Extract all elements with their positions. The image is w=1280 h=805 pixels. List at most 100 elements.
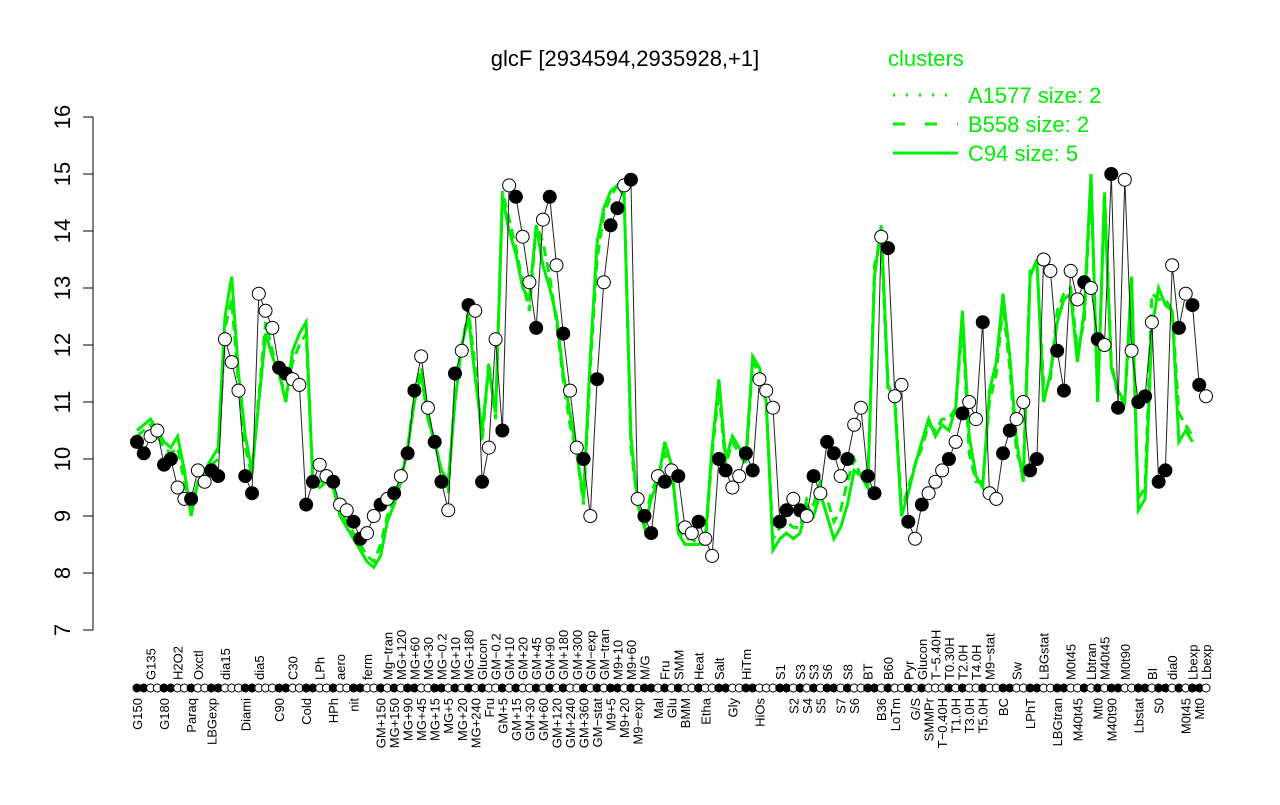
data-point xyxy=(765,400,780,415)
data-point xyxy=(238,469,253,484)
legend: clusters A1577 size: 2 B558 size: 2 C94 … xyxy=(888,46,1101,166)
data-point xyxy=(975,315,990,330)
data-point xyxy=(908,531,923,546)
data-point xyxy=(935,463,950,478)
x-tick-label: M9−stat xyxy=(982,633,997,680)
data-point xyxy=(163,452,178,466)
data-point xyxy=(1151,474,1166,489)
x-tick-label: T−0.40H xyxy=(935,698,950,748)
data-point xyxy=(265,320,280,335)
x-tick-label: Oxctl xyxy=(191,650,206,680)
data-point xyxy=(569,440,584,455)
x-tick-label: GM−tran xyxy=(597,629,612,680)
x-tick-label: Heat xyxy=(692,652,707,680)
x-tick-label: Fru xyxy=(658,661,673,681)
data-point xyxy=(1070,292,1085,307)
series-line-a1577 xyxy=(136,173,1207,557)
data-point xyxy=(1158,463,1173,478)
data-point xyxy=(698,531,713,546)
data-point xyxy=(360,526,375,541)
data-point xyxy=(948,434,963,449)
data-point xyxy=(921,486,936,501)
data-point xyxy=(786,491,801,506)
x-tick-label: S3 xyxy=(793,664,808,680)
x-tick-label: G180 xyxy=(157,698,172,730)
data-point xyxy=(475,474,490,489)
x-tick-label: GM+15 xyxy=(509,698,524,741)
x-tick-label: aero xyxy=(333,654,348,680)
x-tick-label: S6 xyxy=(847,698,862,714)
x-tick-label: Mt0 xyxy=(1091,698,1106,720)
data-point xyxy=(393,469,408,484)
data-point xyxy=(312,457,327,472)
data-point xyxy=(1178,286,1193,301)
data-point xyxy=(772,514,787,529)
x-tick-label: T2.0H xyxy=(955,645,970,680)
data-point xyxy=(1016,395,1031,409)
data-point xyxy=(468,303,483,318)
data-point xyxy=(590,372,605,387)
x-tick-label: S5 xyxy=(813,698,828,714)
data-point xyxy=(732,469,747,484)
data-point xyxy=(535,212,550,227)
x-tick-label: MG+60 xyxy=(407,637,422,680)
data-point xyxy=(989,491,1004,506)
data-point xyxy=(542,189,557,204)
data-point xyxy=(813,486,828,501)
x-tick-label: MG+120 xyxy=(394,630,409,680)
data-point xyxy=(231,383,246,398)
x-tick-label: H2O2 xyxy=(171,646,186,680)
data-point xyxy=(346,514,361,529)
x-tick-label: S1 xyxy=(773,664,788,680)
y-tick-label: 10 xyxy=(50,447,75,471)
data-point xyxy=(217,332,232,347)
data-point xyxy=(1056,383,1071,398)
chart-title: glcF [2934594,2935928,+1] xyxy=(491,46,760,71)
data-point xyxy=(725,480,740,495)
x-tick-label: GM+300 xyxy=(570,630,585,680)
y-tick-label: 16 xyxy=(50,105,75,129)
data-point xyxy=(326,474,341,489)
y-tick-label: 9 xyxy=(50,510,75,522)
data-point xyxy=(752,372,767,387)
x-tick-label: M9+20 xyxy=(617,698,632,738)
data-point xyxy=(928,474,943,489)
data-point xyxy=(691,514,706,529)
data-point xyxy=(258,303,273,318)
data-point xyxy=(495,423,510,438)
x-tick-label: GM+150 xyxy=(374,698,389,748)
x-tick-label: GM+360 xyxy=(577,698,592,748)
y-axis: 7 8 9 10 11 12 13 14 15 16 xyxy=(50,105,94,636)
x-tick-label: M/G xyxy=(637,655,652,680)
x-tick-label: GM−stat xyxy=(590,698,605,748)
x-tick-label: MG−0.2 xyxy=(434,633,449,680)
data-point xyxy=(955,406,970,421)
x-tick-label: M0t90 xyxy=(1118,644,1133,680)
data-point xyxy=(596,275,611,290)
x-tick-label: S7 xyxy=(834,698,849,714)
data-point xyxy=(414,349,429,364)
x-tick-label: G135 xyxy=(144,648,159,680)
data-point xyxy=(630,491,645,506)
data-point xyxy=(522,275,537,290)
y-tick-label: 7 xyxy=(50,624,75,636)
data-point xyxy=(1009,412,1024,427)
data-point xyxy=(1023,463,1038,478)
data-point xyxy=(1144,315,1159,330)
y-tick-label: 15 xyxy=(50,162,75,186)
data-point xyxy=(508,189,523,204)
x-tick-label: Mt0 xyxy=(1192,698,1207,720)
data-point xyxy=(867,486,882,501)
legend-label-a1577: A1577 size: 2 xyxy=(968,83,1101,108)
data-point xyxy=(130,434,144,449)
x-tick-label: M40t45 xyxy=(1070,698,1085,741)
data-point xyxy=(820,434,835,449)
data-point xyxy=(941,452,956,466)
x-tick-label: Lbexp xyxy=(1185,645,1200,680)
data-point xyxy=(779,503,794,518)
data-point xyxy=(583,509,598,523)
x-tick-label: GM+90 xyxy=(543,637,558,680)
data-point xyxy=(610,201,625,216)
data-point xyxy=(1029,452,1044,466)
x-tick-label: ferm xyxy=(360,654,375,680)
